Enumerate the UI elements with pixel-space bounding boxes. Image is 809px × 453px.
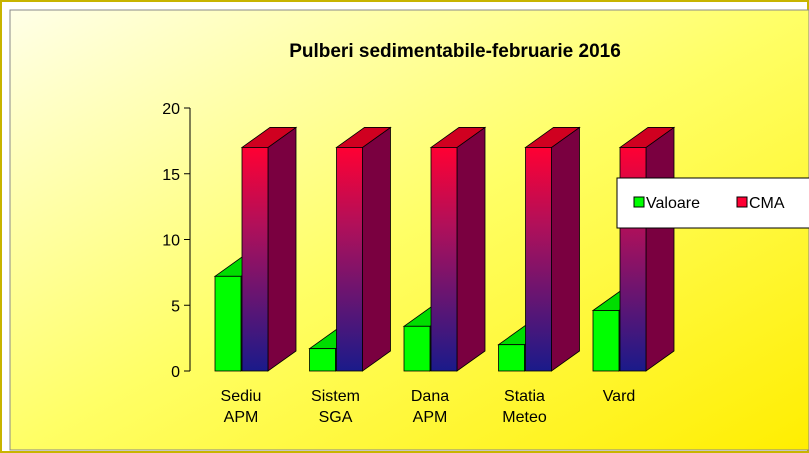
bar-front xyxy=(309,348,336,372)
bar xyxy=(335,126,392,372)
legend-label: CMA xyxy=(749,195,785,212)
bar-side xyxy=(267,126,297,372)
bar-front xyxy=(336,147,363,372)
bar-side xyxy=(456,126,486,372)
x-tick-label: Statia xyxy=(504,388,545,405)
bar-front xyxy=(525,147,552,372)
legend-swatch xyxy=(633,196,645,208)
legend-label: Valoare xyxy=(646,195,700,212)
bar-side xyxy=(551,126,580,372)
bar xyxy=(240,126,298,372)
x-tick-label: APM xyxy=(413,409,448,426)
bar-side xyxy=(645,126,675,372)
x-tick-label: Sistem xyxy=(311,388,360,405)
plot-background xyxy=(9,9,809,451)
bar-front xyxy=(498,344,525,372)
x-tick-label: Dana xyxy=(411,388,449,405)
x-tick-label: SGA xyxy=(319,409,353,426)
y-tick-label: 15 xyxy=(162,167,180,184)
bar-front xyxy=(430,147,458,372)
x-tick-label: Sediu xyxy=(221,388,262,405)
bar-front xyxy=(592,310,620,372)
x-tick-label: Vard xyxy=(603,388,636,405)
x-tick-label: Meteo xyxy=(502,409,547,426)
bar xyxy=(429,126,487,372)
bar xyxy=(524,126,581,372)
x-tick-label: APM xyxy=(224,409,259,426)
bar-side xyxy=(362,126,391,372)
y-tick-label: 20 xyxy=(162,101,180,118)
y-tick-label: 0 xyxy=(171,364,180,381)
chart-title: Pulberi sedimentabile-februarie 2016 xyxy=(289,41,621,62)
bar-front xyxy=(241,147,269,372)
bar-front xyxy=(214,275,242,372)
legend-box xyxy=(616,177,809,229)
y-tick-label: 5 xyxy=(171,298,180,315)
legend-swatch xyxy=(736,196,748,208)
legend: Valoare CMA xyxy=(616,177,809,229)
bar-front xyxy=(403,325,431,372)
bar xyxy=(618,126,676,372)
y-tick-label: 10 xyxy=(162,233,180,250)
